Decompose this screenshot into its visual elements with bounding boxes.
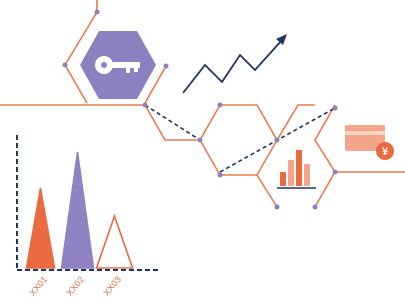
triangle [62, 152, 94, 268]
arrow-head [276, 34, 287, 45]
illustration: ¥ XX01 XX02 XX03 [0, 0, 405, 302]
x-tick-label: XX02 [64, 274, 86, 297]
svg-text:¥: ¥ [382, 146, 389, 158]
x-tick-label: XX01 [27, 274, 49, 297]
trend-arrow [183, 40, 282, 93]
triangle [97, 216, 133, 268]
x-tick-label: XX03 [101, 274, 123, 297]
dashed-links [145, 105, 335, 172]
triangle [27, 188, 55, 268]
chart: XX01 XX02 XX03 [27, 152, 133, 298]
card-icon: ¥ [345, 125, 394, 160]
bar-icon [277, 150, 316, 188]
network-lines [0, 0, 405, 207]
key-hole [101, 62, 107, 68]
